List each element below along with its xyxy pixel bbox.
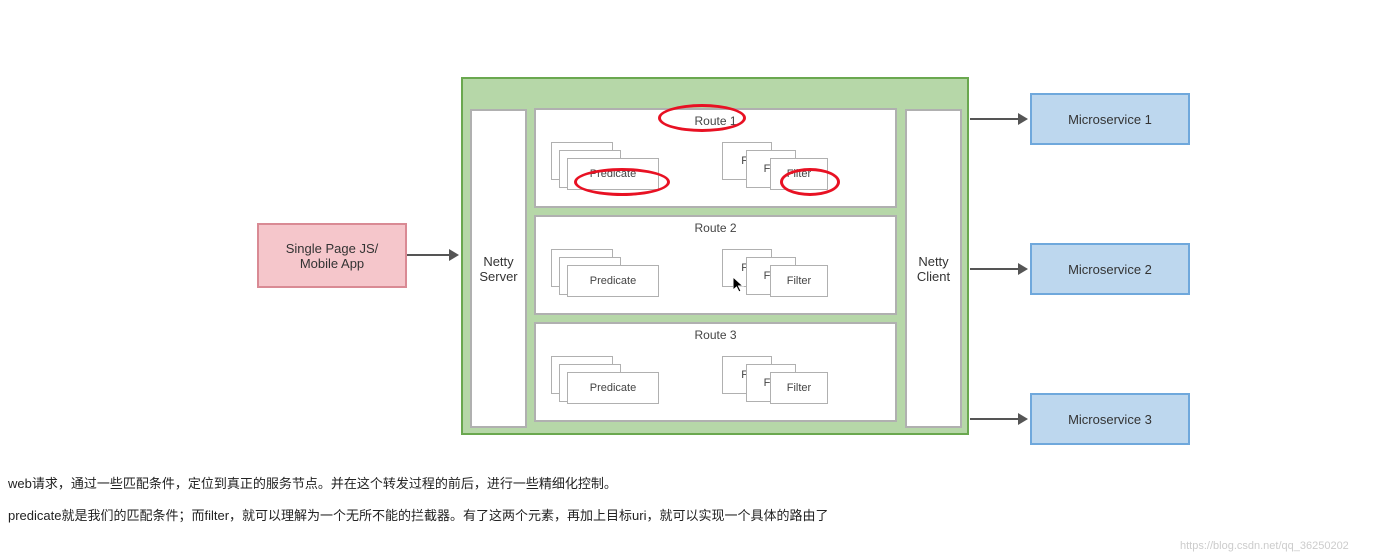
netty-server-label: Netty Server [479,254,517,284]
predicate-card-front: Predicate [567,265,659,297]
route-title: Route 2 [536,221,895,235]
microservice-label: Microservice 2 [1068,262,1152,277]
netty-server-box: Netty Server [470,109,527,428]
predicate-card-front: Predicate [567,372,659,404]
netty-client-label: Netty Client [917,254,950,284]
microservice-label: Microservice 3 [1068,412,1152,427]
filter-card-front: Filter [770,265,828,297]
arrow-head-icon [1018,113,1028,125]
caption-text: web请求，通过一些匹配条件，定位到真正的服务节点。并在这个转发过程的前后，进行… [8,472,617,495]
microservice-label: Microservice 1 [1068,112,1152,127]
highlight-oval [574,168,670,196]
netty-client-box: Netty Client [905,109,962,428]
arrow-head-icon [449,249,459,261]
arrow [970,268,1018,270]
highlight-oval [658,104,746,132]
arrow [970,418,1018,420]
client-box: Single Page JS/ Mobile App [257,223,407,288]
arrow [407,254,449,256]
highlight-oval [780,168,840,196]
arrow-head-icon [1018,263,1028,275]
route-title: Route 3 [536,328,895,342]
microservice-box: Microservice 3 [1030,393,1190,445]
microservice-box: Microservice 2 [1030,243,1190,295]
caption-text: predicate就是我们的匹配条件；而filter，就可以理解为一个无所不能的… [8,504,829,527]
filter-card-front: Filter [770,372,828,404]
diagram-canvas: Single Page JS/ Mobile App Spring Cloud … [0,0,1385,440]
client-label: Single Page JS/ Mobile App [286,241,379,271]
arrow-head-icon [1018,413,1028,425]
arrow [970,118,1018,120]
microservice-box: Microservice 1 [1030,93,1190,145]
watermark-text: https://blog.csdn.net/qq_36250202 [1180,540,1349,552]
